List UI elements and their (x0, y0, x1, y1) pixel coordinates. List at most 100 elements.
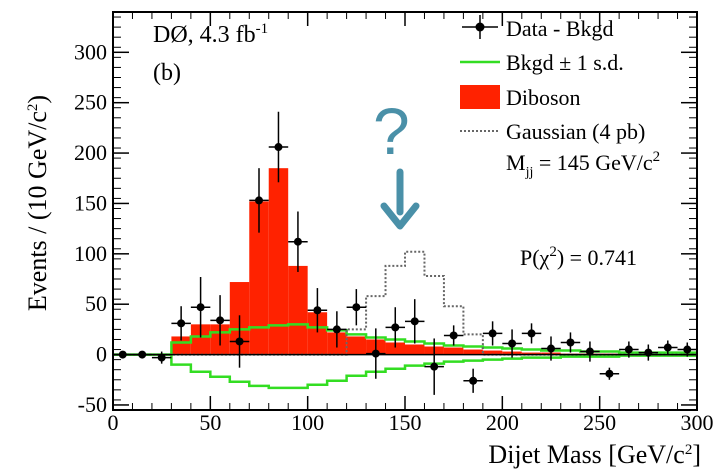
x-tick-label: 300 (681, 410, 714, 435)
data-point-marker (566, 338, 575, 347)
data-point (346, 289, 367, 326)
y-tick-label: 300 (74, 39, 107, 64)
data-point-marker (391, 323, 400, 332)
data-point (366, 328, 386, 379)
data-point-marker (352, 303, 361, 312)
data-point (619, 341, 639, 358)
diboson-bar (463, 349, 483, 355)
data-point-marker (177, 319, 186, 328)
data-point-marker (547, 344, 555, 353)
data-point-marker (274, 143, 283, 152)
data-point (502, 329, 522, 358)
data-point (288, 211, 308, 272)
data-point-marker (371, 349, 380, 358)
diboson-bar (346, 336, 367, 355)
diboson-bar (190, 324, 211, 355)
data-point (599, 367, 620, 380)
data-point (658, 340, 678, 355)
panel-label: (b) (153, 60, 181, 86)
x-tick-label: 200 (486, 410, 519, 435)
data-point (268, 111, 289, 183)
diboson-bar (268, 168, 289, 355)
data-point-marker (313, 306, 322, 315)
data-point (482, 321, 503, 346)
data-point (249, 168, 269, 233)
data-point (424, 338, 444, 395)
pvalue-label: P(χ2) = 0.741 (520, 244, 638, 270)
y-tick-label: 250 (74, 90, 107, 115)
data-point (405, 299, 425, 344)
data-point-marker (508, 339, 517, 348)
legend-bkgd-label: Bkgd ± 1 s.d. (506, 50, 624, 75)
legend-data-label: Data - Bkgd (506, 16, 614, 41)
y-tick-label: 150 (74, 190, 107, 215)
data-point-marker (663, 343, 672, 352)
diboson-bar (307, 312, 328, 355)
diboson-bar (405, 344, 425, 355)
data-point-marker (157, 353, 166, 362)
data-point (443, 325, 464, 346)
x-tick-label: 250 (583, 410, 616, 435)
bkgd-lower-line (113, 353, 697, 390)
data-point (385, 307, 405, 348)
diboson-bar (249, 201, 269, 355)
x-tick-label: 50 (199, 410, 221, 435)
legend-diboson-label: Diboson (506, 85, 581, 110)
legend-diboson-marker (460, 85, 500, 109)
data-point (463, 368, 483, 393)
data-point-marker (469, 376, 478, 385)
data-point-marker (605, 369, 614, 378)
data-point (541, 336, 561, 361)
y-axis-title: Events / (10 GeV/c2) (23, 94, 52, 312)
diboson-bar (443, 347, 464, 355)
legend-gaussian-label: Gaussian (4 pb) (506, 119, 646, 144)
experiment-label: DØ, 4.3 fb-1 (153, 21, 269, 48)
data-point (560, 332, 581, 353)
data-point (229, 315, 250, 368)
legend-markers (460, 15, 500, 132)
data-point (307, 288, 328, 333)
data-point-marker (624, 345, 633, 354)
data-point-marker (196, 303, 205, 312)
y-tick-label: 200 (74, 140, 107, 165)
data-point-marker (216, 316, 225, 325)
data-point-marker (255, 196, 263, 205)
diboson-bar (385, 342, 405, 355)
data-point (521, 323, 542, 344)
legend-data-marker (475, 22, 485, 32)
data-point-marker (449, 331, 458, 340)
diboson-bar (171, 336, 191, 355)
y-tick-label: 100 (74, 241, 107, 266)
y-tick-label: 50 (85, 291, 107, 316)
diboson-bar (482, 350, 503, 355)
bkgd-upper-line (113, 323, 697, 356)
bkgd-band (113, 323, 697, 390)
data-point (638, 344, 659, 361)
data-point (171, 306, 191, 341)
data-point-marker (683, 345, 692, 354)
data-point (327, 311, 347, 348)
data-point-marker (527, 329, 536, 338)
x-tick-label: 100 (291, 410, 324, 435)
x-tick-label: 150 (389, 410, 422, 435)
data-point-marker (332, 325, 341, 334)
data-point-marker (585, 347, 594, 356)
data-point (210, 295, 230, 346)
diboson-bar (288, 265, 308, 355)
data-point-marker (410, 317, 419, 326)
x-axis-title: Dijet Mass [GeV/c2] (488, 440, 701, 469)
legend-mass-label: Mjj = 145 GeV/c2 (506, 149, 661, 180)
x-tick-label: 0 (108, 410, 119, 435)
arrow-head (380, 202, 420, 230)
data-point-marker (235, 337, 244, 346)
data-point (151, 351, 172, 364)
data-point-marker (488, 329, 497, 338)
y-tick-label: -50 (78, 392, 107, 417)
data-point (190, 276, 211, 338)
data-point-marker (644, 348, 653, 357)
data-point-marker (293, 237, 302, 246)
data-point-marker (430, 362, 439, 371)
data-points (113, 111, 697, 395)
